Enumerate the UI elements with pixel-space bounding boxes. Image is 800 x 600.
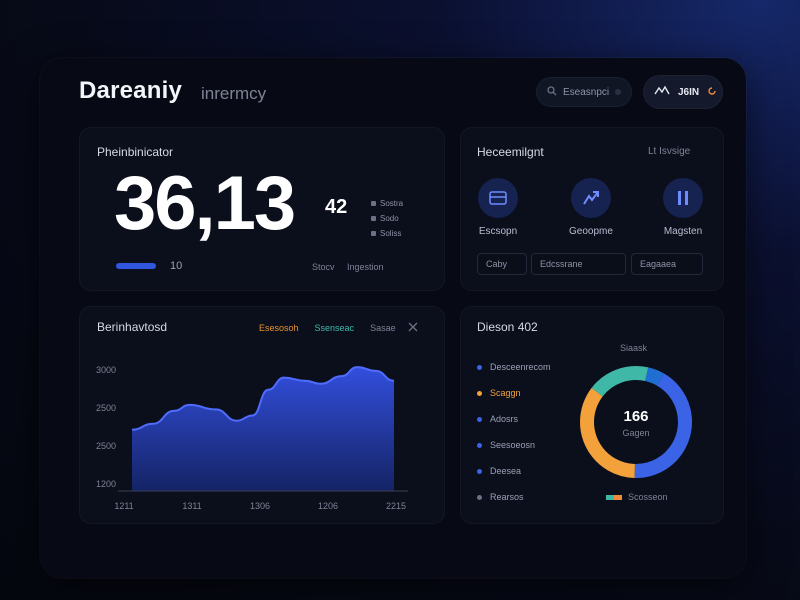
field-caby[interactable]: Caby — [477, 253, 527, 275]
area-chart-title: Berinhavtosd — [97, 320, 168, 334]
user-icon — [654, 85, 670, 100]
y-tick-label: 2500 — [96, 403, 116, 413]
y-tick-label: 1200 — [96, 479, 116, 489]
summary-suffix: 42 — [325, 196, 348, 218]
area-series-fill — [132, 367, 394, 491]
x-tick-label: 1206 — [318, 501, 338, 511]
summary-title: Pheinbinicator — [97, 145, 174, 159]
legend-item: Seesoeosn — [477, 438, 551, 452]
area-chart-tabs: Esesosoh Ssenseac Sasae — [255, 319, 418, 337]
area-chart: 3000 2500 2500 1200 1211 1311 1306 1206 2215 — [96, 365, 408, 511]
legend-item: Soliss — [371, 229, 403, 238]
legend-item: Adosrs — [477, 412, 551, 426]
summary-progress-value: 10 — [170, 260, 183, 272]
donut-center-sub: Gagen — [622, 428, 650, 438]
donut-center-value: 166 — [623, 408, 649, 425]
search-dot-icon — [615, 89, 621, 95]
refresh-icon[interactable] — [707, 86, 717, 99]
x-tick-label: 1306 — [250, 501, 270, 511]
area-series-line — [131, 366, 395, 431]
legend-item: Sostra — [371, 199, 403, 208]
app-subtitle: inrermcy — [201, 84, 267, 103]
summary-progress-bar — [116, 263, 156, 269]
action-label: Escsopn — [478, 226, 518, 237]
chart-icon[interactable] — [571, 178, 611, 218]
summary-legend: Sostra Sodo Soliss — [371, 199, 403, 238]
x-tick-label: 1311 — [182, 501, 201, 511]
y-tick-label: 3000 — [96, 365, 116, 375]
search-icon — [547, 85, 557, 99]
pause-icon[interactable] — [663, 178, 703, 218]
field-edcssrane[interactable]: Edcssrane — [531, 253, 626, 275]
donut-slice — [580, 366, 692, 478]
management-title-right: Lt Isvsige — [648, 146, 691, 157]
tab-series-3[interactable]: Sasae — [370, 323, 396, 333]
donut-title: Dieson 402 — [477, 320, 538, 334]
tab-series-2[interactable]: Ssenseac — [314, 323, 355, 333]
legend-item: Desceenrecom — [477, 360, 551, 374]
donut-legend: Desceenrecom Scaggn Adosrs Seesoeosn Dee… — [477, 360, 551, 504]
user-menu[interactable]: J6IN — [643, 75, 723, 109]
summary-footnote-b: Ingestion — [347, 262, 384, 272]
action-label: Geoopme — [569, 226, 613, 237]
user-label: J6IN — [678, 86, 700, 98]
legend-item: Deesea — [477, 464, 551, 478]
search-box[interactable]: Eseasnpcio — [536, 77, 632, 107]
search-text: Eseasnpcio — [563, 86, 609, 98]
legend-item: Sodo — [371, 214, 403, 223]
y-tick-label: 2500 — [96, 441, 116, 451]
app-title: Dareaniy — [79, 77, 182, 104]
donut-bottom-legend: Scosseon — [606, 492, 668, 502]
close-icon[interactable] — [408, 319, 418, 337]
management-title: Heceemilgnt — [477, 145, 544, 159]
donut-chart — [580, 366, 692, 478]
summary-value: 36,13 — [114, 161, 296, 246]
donut-slice — [580, 366, 692, 478]
legend-item: Scaggn — [477, 386, 551, 400]
x-tick-label: 1211 — [114, 501, 133, 511]
tab-series-1[interactable]: Esesosoh — [259, 323, 299, 333]
action-label: Magsten — [663, 226, 703, 237]
x-tick-label: 2215 — [386, 501, 406, 511]
summary-footnote-a: Stocv — [312, 262, 335, 272]
window-icon[interactable] — [478, 178, 518, 218]
donut-top-label: Siaask — [620, 343, 648, 353]
field-eagaaea[interactable]: Eagaaea — [631, 253, 703, 275]
legend-item: Rearsos — [477, 490, 551, 504]
